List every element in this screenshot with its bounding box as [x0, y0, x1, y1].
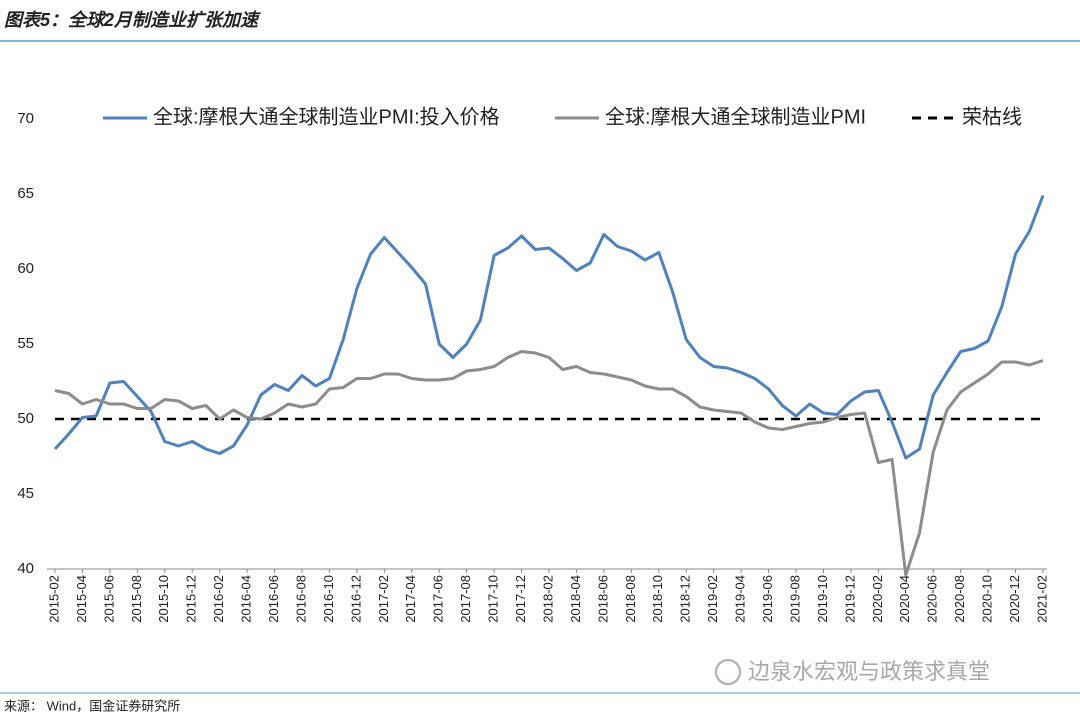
x-tick-label: 2020-08 [952, 575, 967, 623]
x-tick-label: 2015-02 [46, 575, 61, 623]
x-tick-label: 2019-12 [842, 575, 857, 623]
x-tick-label: 2015-04 [74, 575, 89, 623]
x-tick-label: 2018-08 [623, 575, 638, 623]
series-line [54, 350, 1044, 577]
x-tick-label: 2019-06 [760, 575, 775, 623]
x-tick-label: 2019-02 [705, 575, 720, 623]
x-tick-label: 2020-12 [1007, 575, 1022, 623]
y-tick-label: 60 [17, 260, 34, 277]
x-tick-label: 2017-02 [376, 575, 391, 623]
source-note: 来源： Wind，国金证券研究所 [4, 698, 180, 713]
x-tick-label: 2018-10 [650, 575, 665, 623]
x-tick-label: 2015-10 [156, 575, 171, 623]
x-tick-label: 2020-04 [897, 575, 912, 623]
x-tick-label: 2015-12 [184, 575, 199, 623]
y-tick-label: 70 [17, 110, 34, 127]
x-tick-label: 2020-02 [870, 575, 885, 623]
x-tick-label: 2019-08 [787, 575, 802, 623]
x-tick-label: 2016-04 [239, 575, 254, 623]
x-tick-label: 2018-06 [595, 575, 610, 623]
x-tick-label: 2017-04 [403, 575, 418, 623]
series-line [53, 194, 1045, 460]
x-tick-label: 2016-10 [321, 575, 336, 623]
y-tick-label: 40 [17, 560, 34, 577]
x-tick-label: 2015-06 [101, 575, 116, 623]
x-tick-label: 2017-06 [431, 575, 446, 623]
x-tick-label: 2018-04 [568, 575, 583, 623]
y-tick-label: 50 [17, 410, 34, 427]
x-tick-label: 2015-08 [129, 575, 144, 623]
y-tick-label: 55 [17, 335, 34, 352]
x-tick-label: 2020-06 [925, 575, 940, 623]
x-tick-label: 2016-12 [348, 575, 363, 623]
x-tick-label: 2017-10 [486, 575, 501, 623]
y-tick-label: 65 [17, 185, 34, 202]
x-tick-label: 2019-10 [815, 575, 830, 623]
x-tick-label: 2017-08 [458, 575, 473, 623]
x-tick-label: 2017-12 [513, 575, 528, 623]
watermark: 边泉水宏观与政策求真堂 [748, 659, 990, 684]
x-tick-label: 2016-06 [266, 575, 281, 623]
chart-title: 图表5：全球2月制造业扩张加速 [4, 10, 261, 30]
legend-label: 全球:摩根大通全球制造业PMI:投入价格 [153, 105, 500, 128]
x-tick-label: 2019-04 [733, 575, 748, 623]
x-tick-label: 2018-02 [540, 575, 555, 623]
x-tick-label: 2020-10 [980, 575, 995, 623]
legend-label: 荣枯线 [962, 105, 1022, 128]
x-tick-label: 2021-02 [1034, 575, 1049, 623]
legend-label: 全球:摩根大通全球制造业PMI [605, 105, 866, 128]
x-tick-label: 2018-12 [678, 575, 693, 623]
x-tick-label: 2016-08 [293, 575, 308, 623]
y-tick-label: 45 [17, 485, 34, 502]
watermark-icon [715, 659, 741, 685]
x-tick-label: 2016-02 [211, 575, 226, 623]
